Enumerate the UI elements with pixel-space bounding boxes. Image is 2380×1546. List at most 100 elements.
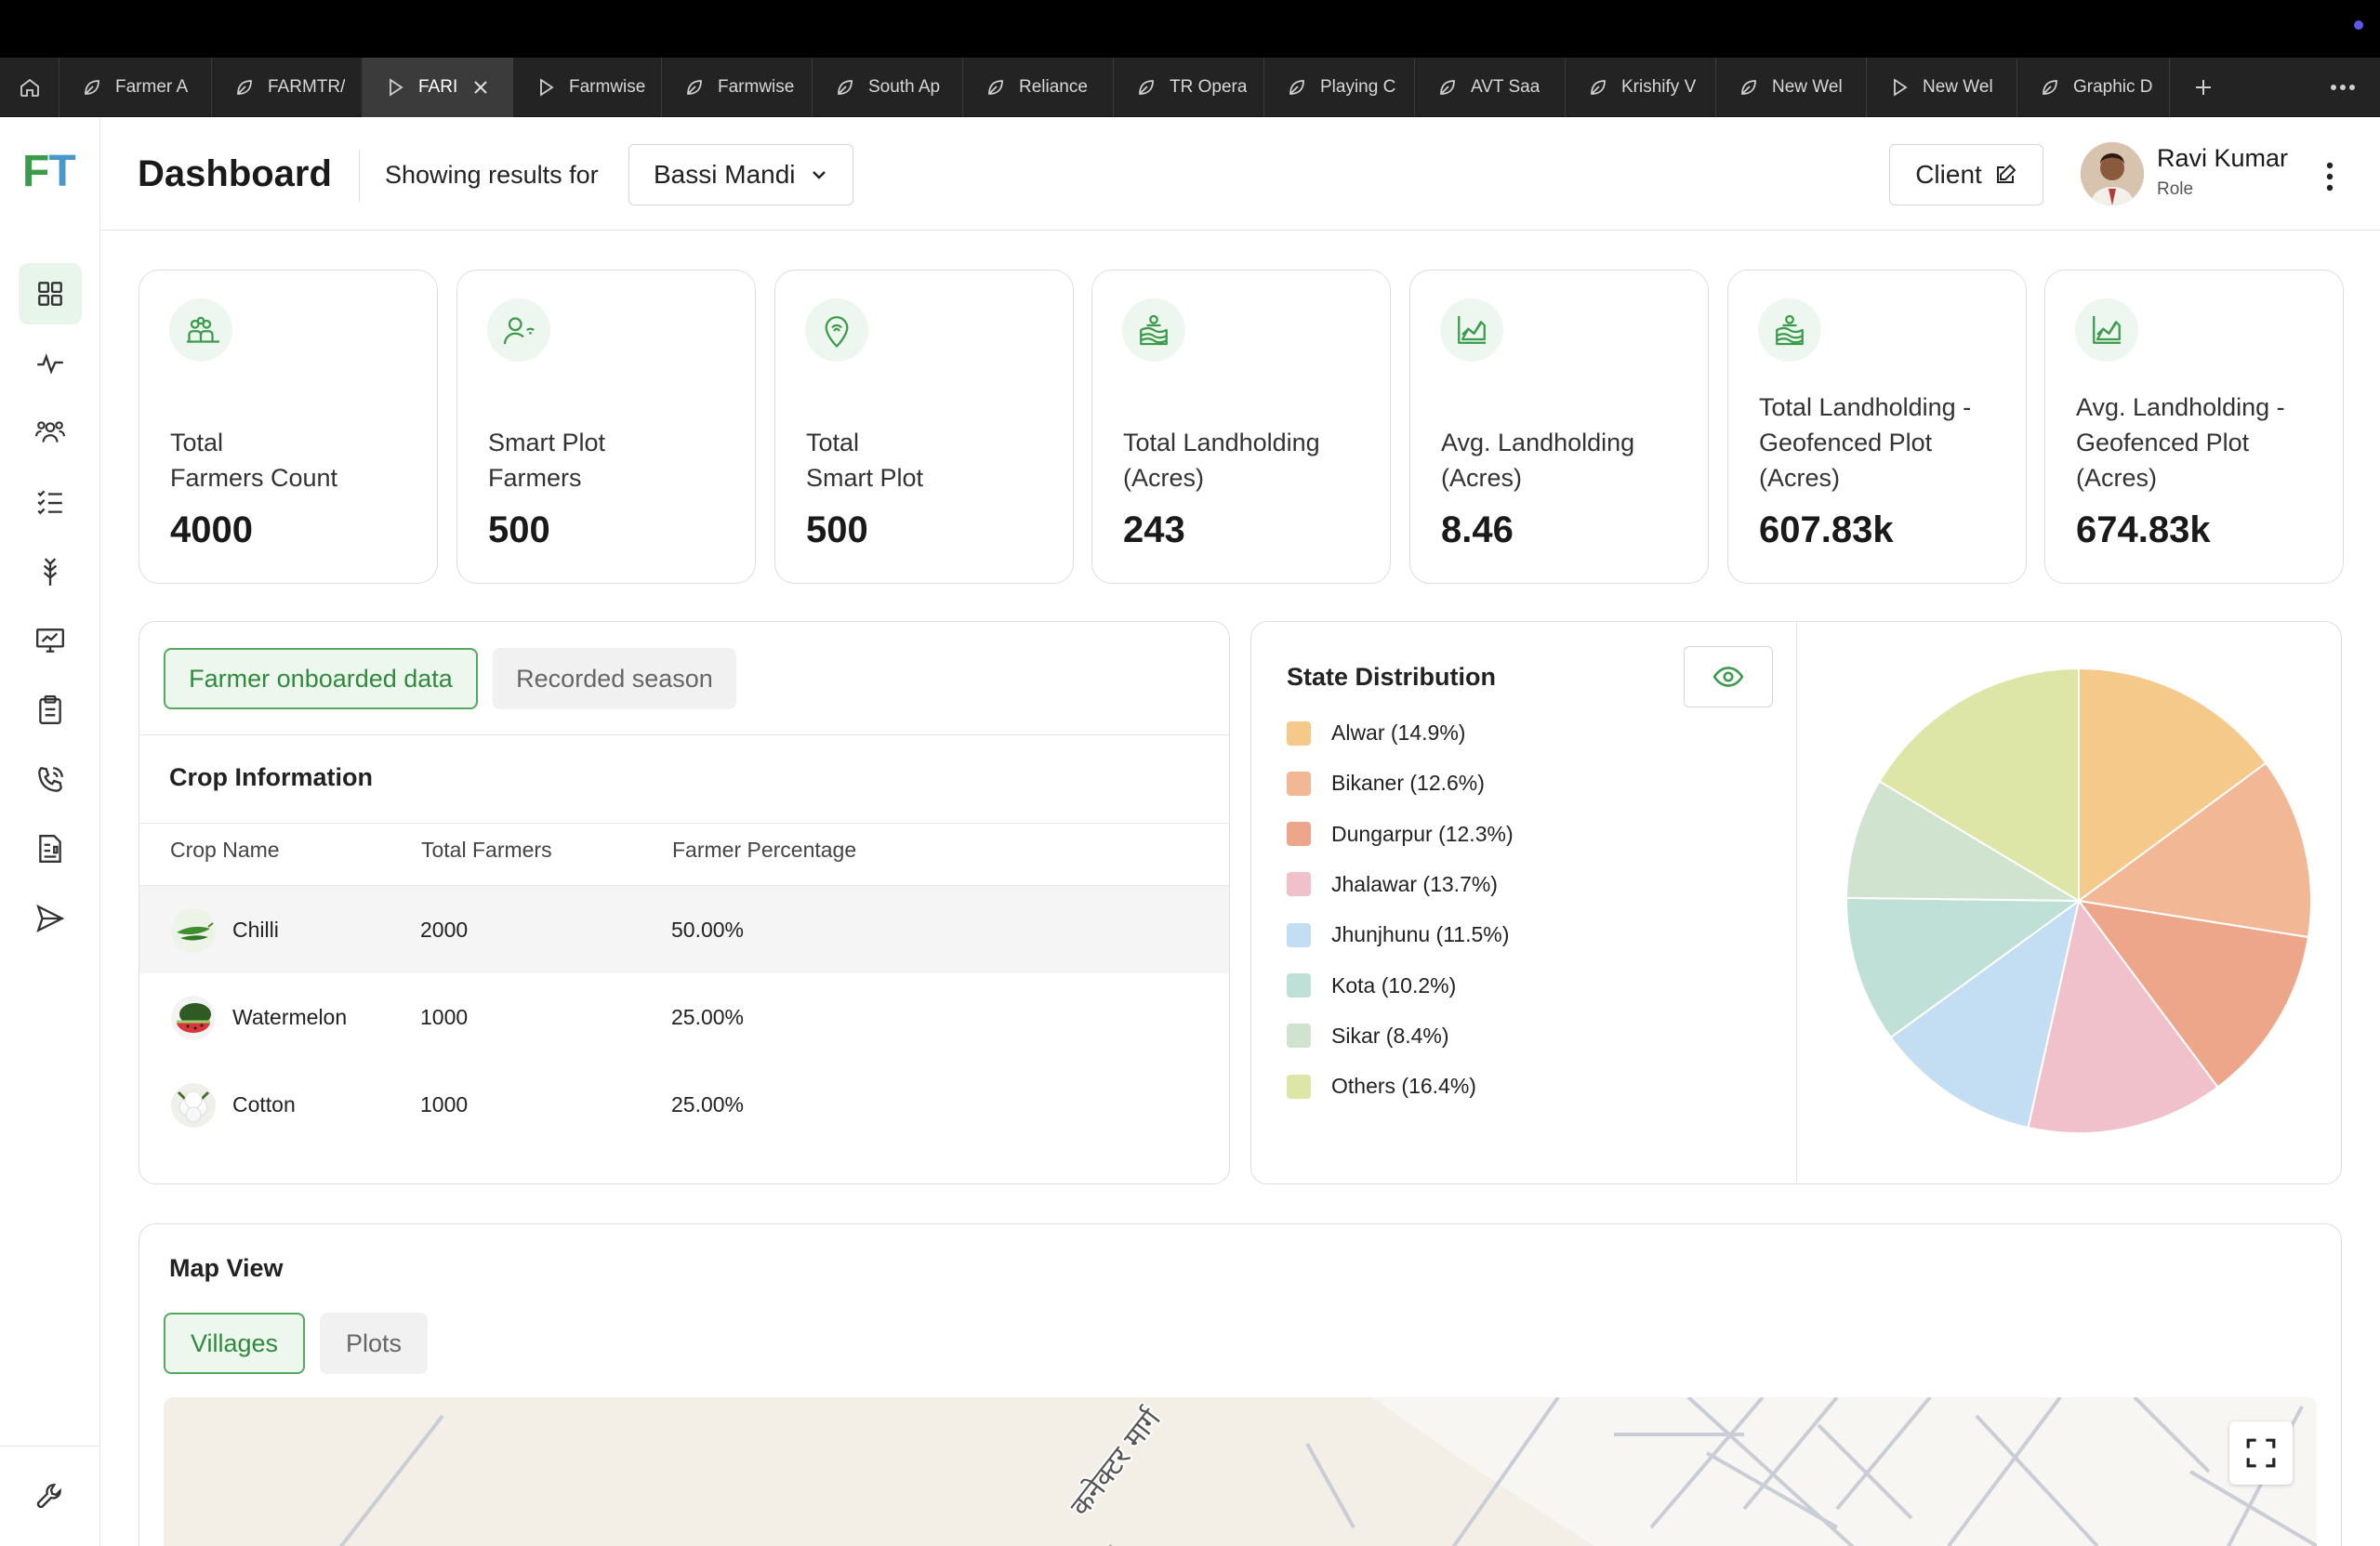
nav-dashboard[interactable] — [19, 263, 82, 324]
farmer-percentage: 50.00% — [671, 918, 745, 942]
nav-activity[interactable] — [19, 333, 82, 394]
tab-label: New Wel — [1772, 77, 1843, 97]
crop-information-panel: Farmer onboarded data Recorded season Cr… — [139, 621, 1230, 1184]
stat-label: Smart Plot Farmers — [488, 429, 606, 492]
tab-plots[interactable]: Plots — [320, 1313, 428, 1374]
browser-tab[interactable]: Krishify V — [1566, 58, 1716, 117]
nav-reports[interactable] — [19, 680, 82, 741]
eye-icon — [1712, 667, 1744, 687]
browser-tab[interactable]: Farmwise — [513, 58, 662, 117]
nav-send[interactable] — [19, 888, 82, 949]
tab-label: AVT Saa — [1471, 77, 1540, 97]
road-label: कनेक्टर मार्ग — [1064, 1403, 1169, 1523]
map-canvas[interactable]: कनेक्टर मार्ग — [164, 1397, 2317, 1546]
clipboard-icon — [39, 694, 61, 724]
farmer-percentage: 25.00% — [671, 1092, 745, 1117]
legend-item[interactable]: Others (16.4%) — [1287, 1074, 1476, 1099]
stat-label: Total Landholding (Acres) — [1123, 429, 1320, 492]
legend-item[interactable]: Kota (10.2%) — [1287, 973, 1456, 998]
pie-slice-kota[interactable] — [1845, 896, 2082, 1039]
fullscreen-button[interactable] — [2229, 1421, 2293, 1485]
divider — [139, 885, 1229, 886]
legend-item[interactable]: Alwar (14.9%) — [1287, 720, 1465, 746]
client-button[interactable]: Client — [1889, 144, 2043, 205]
pie-slice-jhalawar[interactable] — [2027, 898, 2219, 1134]
legend-label: Alwar (14.9%) — [1331, 720, 1466, 745]
tab-farmer-onboarded-data[interactable]: Farmer onboarded data — [164, 648, 478, 709]
stat-icon-wrap — [1440, 298, 1503, 362]
legend-swatch — [1287, 1074, 1311, 1099]
stat-value: 674.83k — [2076, 509, 2211, 550]
area-chart-icon — [2093, 316, 2121, 344]
nav-farmers[interactable] — [19, 402, 82, 463]
browser-tab[interactable]: Reliance — [963, 58, 1114, 117]
pie-slice-dungarpur[interactable] — [2076, 899, 2310, 1089]
play-icon — [390, 78, 403, 97]
stat-label: Avg. Landholding - Geofenced Plot (Acres… — [2076, 393, 2285, 492]
nav-calls[interactable] — [19, 749, 82, 811]
os-top-bar — [0, 0, 2380, 58]
browser-tab[interactable]: Playing C — [1264, 58, 1415, 117]
browser-tab[interactable]: Farmwise — [662, 58, 813, 117]
legend-item[interactable]: Dungarpur (12.3%) — [1287, 822, 1514, 847]
legend-item[interactable]: Jhunjhunu (11.5%) — [1287, 922, 1509, 947]
browser-tab[interactable]: FARI — [363, 58, 513, 117]
sidebar-settings[interactable] — [0, 1446, 100, 1546]
browser-tab[interactable]: Graphic D — [2017, 58, 2170, 117]
stat-card: Total Farmers Count 4000 — [139, 270, 438, 584]
stat-value: 607.83k — [1759, 509, 1894, 550]
tab-label: South Ap — [868, 77, 941, 97]
legend-label: Dungarpur (12.3%) — [1331, 821, 1514, 846]
map-view-title: Map View — [169, 1254, 284, 1282]
pie-slice-sikar[interactable] — [1845, 780, 2082, 903]
avatar[interactable] — [2081, 142, 2144, 205]
divider — [139, 734, 1229, 735]
legend-item[interactable]: Jhalawar (13.7%) — [1287, 872, 1498, 897]
legend-item[interactable]: Bikaner (12.6%) — [1287, 771, 1485, 796]
tab-overflow-button[interactable] — [2315, 58, 2371, 117]
pie-slice-others[interactable] — [1878, 667, 2080, 903]
tab-recorded-season[interactable]: Recorded season — [493, 648, 736, 709]
table-row[interactable]: Watermelon 1000 25.00% — [139, 973, 1229, 1061]
pie-slice-jhunjhunu[interactable] — [1889, 898, 2081, 1130]
app-logo[interactable]: FT — [22, 146, 76, 197]
browser-tab[interactable]: TR Opera — [1114, 58, 1264, 117]
crop-icon — [43, 558, 58, 586]
new-tab-button[interactable] — [2175, 58, 2231, 117]
view-details-button[interactable] — [1684, 646, 1773, 707]
nav-crops[interactable] — [19, 541, 82, 602]
tab-label: Playing C — [1320, 77, 1396, 97]
close-icon[interactable] — [470, 77, 491, 98]
more-menu-button[interactable] — [2313, 153, 2347, 200]
location-select[interactable]: Bassi Mandi — [628, 144, 853, 205]
browser-tab[interactable]: AVT Saa — [1415, 58, 1566, 117]
user-name: Ravi Kumar — [2157, 144, 2289, 172]
nav-monitoring[interactable] — [19, 610, 82, 671]
browser-tab[interactable]: FARMTR/ — [212, 58, 363, 117]
table-row[interactable]: Cotton 1000 25.00% — [139, 1061, 1229, 1148]
leaf-icon — [1591, 80, 1606, 95]
legend-swatch — [1287, 771, 1311, 796]
tab-villages[interactable]: Villages — [164, 1313, 305, 1374]
nav-documents[interactable] — [19, 818, 82, 879]
plus-icon — [2196, 80, 2211, 95]
stat-label: Total Farmers Count — [170, 429, 338, 492]
more-horizontal-icon — [2331, 85, 2355, 90]
pie-slice-bikaner[interactable] — [2076, 761, 2312, 939]
browser-tab[interactable]: New Wel — [1867, 58, 2017, 117]
nav-tasks[interactable] — [19, 471, 82, 533]
browser-tab[interactable]: New Wel — [1716, 58, 1867, 117]
pie-slice-alwar[interactable] — [2078, 667, 2268, 903]
browser-tab[interactable]: Farmer A — [60, 58, 212, 117]
leaf-icon — [2043, 80, 2057, 95]
browser-tab[interactable]: South Ap — [813, 58, 963, 117]
tab-label: Reliance — [1019, 77, 1088, 97]
fullscreen-icon — [2246, 1438, 2276, 1468]
divider — [1796, 622, 1797, 1183]
wrench-icon — [36, 1483, 61, 1508]
table-row[interactable]: Chilli 2000 50.00% — [139, 886, 1229, 973]
home-button[interactable] — [0, 58, 60, 117]
leaf-icon — [237, 80, 252, 95]
legend-item[interactable]: Sikar (8.4%) — [1287, 1024, 1449, 1049]
